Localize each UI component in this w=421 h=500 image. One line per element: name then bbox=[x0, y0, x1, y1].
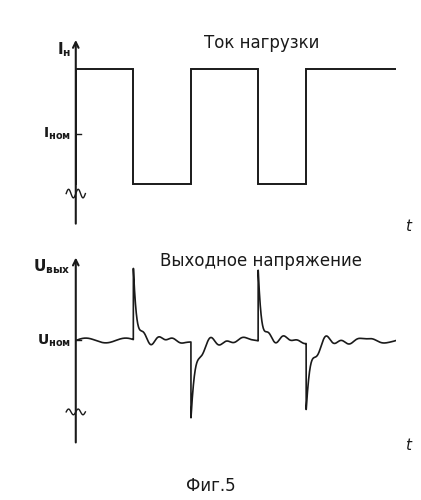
Text: $t$: $t$ bbox=[405, 437, 414, 453]
Text: Выходное напряжение: Выходное напряжение bbox=[160, 252, 362, 270]
Text: $\mathbf{U}_{\mathbf{вых}}$: $\mathbf{U}_{\mathbf{вых}}$ bbox=[33, 257, 71, 276]
Text: Фиг.5: Фиг.5 bbox=[186, 477, 235, 495]
Text: Ток нагрузки: Ток нагрузки bbox=[204, 34, 319, 52]
Text: $t$: $t$ bbox=[405, 218, 414, 234]
Text: $\mathbf{I}_\mathbf{н}$: $\mathbf{I}_\mathbf{н}$ bbox=[57, 40, 71, 60]
Text: $\mathbf{I}_{\mathbf{ном}}$: $\mathbf{I}_{\mathbf{ном}}$ bbox=[43, 126, 71, 142]
Text: $\mathbf{U}_{\mathbf{ном}}$: $\mathbf{U}_{\mathbf{ном}}$ bbox=[37, 332, 71, 348]
